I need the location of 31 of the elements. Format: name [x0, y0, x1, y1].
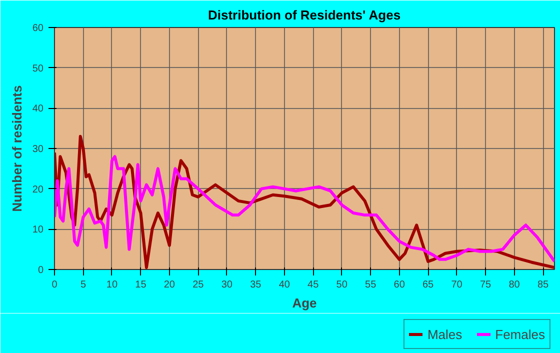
x-axis-title: Age — [292, 296, 317, 310]
x-tick-label: 30 — [221, 280, 233, 290]
y-tick-label: 50 — [32, 63, 44, 74]
x-tick-label: 85 — [537, 280, 550, 290]
x-tick-label: 70 — [451, 280, 463, 290]
y-tick-label: 10 — [32, 224, 44, 236]
x-tick-label: 55 — [365, 280, 377, 290]
y-tick-label: 30 — [32, 144, 44, 155]
x-tick-label: 10 — [106, 280, 118, 290]
x-tick-label: 35 — [250, 280, 262, 290]
x-tick-label: 25 — [192, 280, 204, 290]
x-tick-label: 60 — [394, 280, 406, 290]
x-tick-label: 75 — [480, 280, 492, 290]
y-axis-title: Number of residents — [9, 85, 24, 212]
x-tick-label: 80 — [508, 280, 520, 290]
legend-label: Males — [427, 326, 462, 342]
x-tick-label: 40 — [278, 280, 290, 290]
x-tick-label: 20 — [164, 280, 176, 290]
x-tick-label: 65 — [422, 280, 434, 290]
y-tick-label: 60 — [32, 23, 44, 34]
legend-label: Females — [495, 326, 545, 342]
x-tick-label: 5 — [80, 280, 86, 290]
x-tick-label: 15 — [135, 280, 147, 290]
y-tick-label: 0 — [38, 265, 44, 276]
y-tick-label: 40 — [32, 104, 44, 115]
chart-title: Distribution of Residents' Ages — [208, 8, 401, 22]
x-tick-label: 0 — [52, 280, 58, 290]
line-series — [54, 155, 554, 263]
x-tick-label: 45 — [308, 280, 320, 290]
x-tick-label: 50 — [336, 280, 348, 290]
y-tick-label: 20 — [32, 184, 44, 196]
